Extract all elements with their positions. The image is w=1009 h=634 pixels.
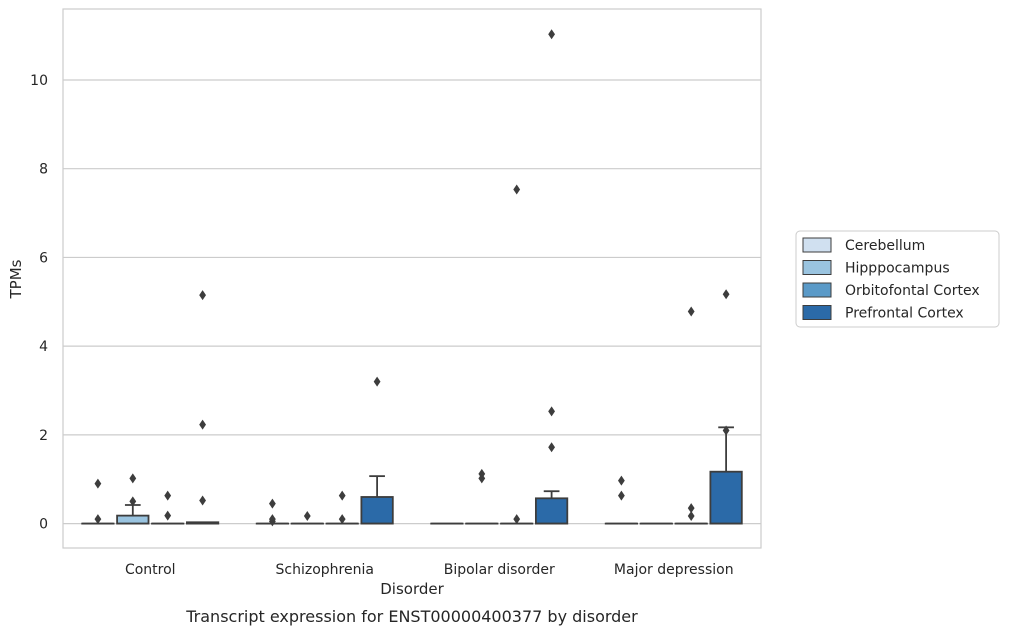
outlier-point: [687, 503, 695, 514]
box-group: [604, 475, 639, 525]
outlier-point: [269, 498, 276, 509]
outlier-point: [548, 406, 555, 417]
legend-swatch: [802, 260, 832, 275]
outlier-point: [303, 511, 311, 522]
box-group: [500, 184, 534, 525]
box-group: [151, 490, 185, 525]
x-tick-labels: Control Schizophrenia Bipolar disorder Majo…: [125, 562, 734, 578]
box-group: [185, 290, 220, 525]
outlier-point: [199, 290, 206, 301]
box-group: [674, 306, 708, 525]
box-group: [255, 498, 290, 527]
legend-frame: [795, 230, 1000, 328]
outlier-point: [513, 184, 521, 195]
outlier-point: [199, 495, 206, 506]
box-group: [290, 511, 324, 525]
y-tick-label: 10: [30, 73, 48, 89]
outlier-point: [199, 419, 206, 430]
x-tick-label: Schizophrenia: [276, 562, 374, 578]
box-group: [534, 29, 569, 525]
legend: Cerebellum Hipppocampus Orbitofontal Corte…: [795, 230, 1000, 328]
legend-label: Prefrontal Cortex: [845, 306, 964, 322]
outlier-point: [687, 306, 695, 317]
x-tick-label: Control: [125, 562, 176, 578]
box: [709, 470, 743, 525]
x-tick-label: Bipolar disorder: [444, 562, 555, 578]
outlier-point: [618, 475, 625, 486]
outlier-point: [373, 376, 381, 387]
outlier-point: [338, 514, 346, 525]
legend-label: Hipppocampus: [845, 261, 950, 277]
y-tick-label: 0: [39, 517, 48, 533]
y-tick-label: 6: [39, 250, 48, 266]
legend-label: Orbitofontal Cortex: [845, 283, 980, 299]
legend-swatch: [802, 237, 832, 253]
y-tick-labels: 0 2 4 6 8 10: [30, 73, 48, 533]
outlier-point: [164, 510, 172, 521]
box: [116, 514, 150, 525]
outlier-point: [722, 289, 730, 300]
y-axis-label: TPMs: [7, 259, 25, 299]
y-tick-label: 4: [39, 339, 48, 355]
outlier-point: [338, 490, 346, 501]
legend-swatch: [802, 282, 832, 298]
plot-frame: [62, 8, 762, 549]
chart-caption: Transcript expression for ENST0000040037…: [185, 607, 638, 626]
x-axis-label: Disorder: [380, 580, 444, 598]
box-group: [360, 376, 394, 525]
outlier-point: [129, 473, 137, 484]
y-tick-label: 8: [39, 162, 48, 178]
box-group: [81, 478, 115, 525]
outlier-point: [513, 514, 521, 525]
outlier-point: [269, 514, 276, 525]
outlier-point: [548, 442, 555, 453]
outlier-point: [129, 496, 137, 507]
box-marks: [81, 29, 743, 527]
outlier-point: [164, 490, 172, 501]
outlier-point: [94, 514, 102, 525]
legend-swatch: [802, 305, 832, 320]
box-group: [325, 490, 359, 525]
outlier-point: [548, 29, 555, 40]
box: [360, 496, 394, 525]
box-group: [465, 468, 499, 525]
outlier-point: [478, 468, 486, 479]
y-tick-label: 2: [39, 428, 48, 444]
x-tick-label: Major depression: [614, 562, 734, 578]
outlier-point: [618, 490, 625, 501]
box: [534, 497, 569, 525]
box-group: [116, 473, 150, 525]
outlier-point: [722, 425, 730, 436]
grid-lines: [63, 79, 761, 525]
outlier-point: [94, 478, 102, 489]
outlier-point: [687, 511, 695, 522]
box-group: [709, 289, 743, 525]
legend-label: Cerebellum: [845, 238, 925, 254]
